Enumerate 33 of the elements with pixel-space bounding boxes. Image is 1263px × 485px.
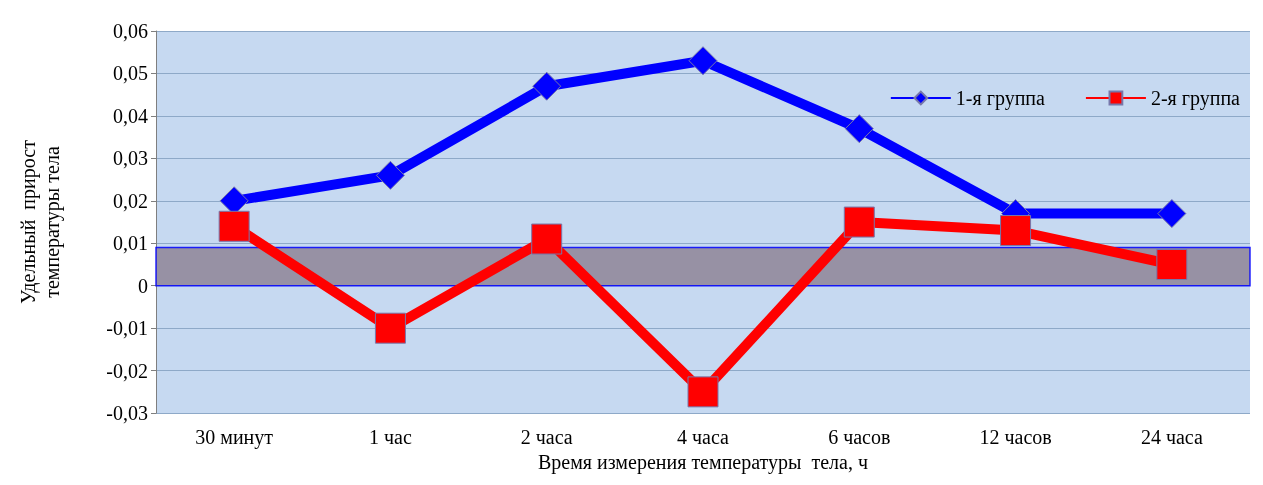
x-tick-label: 2 часа xyxy=(520,426,573,449)
y-axis-title: Удельный прирост температуры тела xyxy=(17,139,64,304)
point xyxy=(688,46,718,76)
point xyxy=(843,206,875,238)
x-axis-title: Время измерения температуры тела, ч xyxy=(537,451,869,474)
y-tick-label: 0,01 xyxy=(113,232,148,255)
y-tick-label: -0,02 xyxy=(106,359,148,382)
legend-label: 2-я группа xyxy=(1150,87,1241,110)
y-tick-label: 0,06 xyxy=(113,20,148,42)
point xyxy=(532,71,562,101)
x-tick-label: 30 минут xyxy=(195,426,274,450)
y-tick-label: 0 xyxy=(138,274,148,297)
point xyxy=(374,312,406,344)
y-tick-label: -0,01 xyxy=(106,317,148,340)
x-tick-label: 4 часа xyxy=(677,426,730,449)
x-tick-label: 1 час xyxy=(369,426,412,449)
legend-label: 1-я группа xyxy=(955,87,1046,110)
point xyxy=(687,376,719,408)
x-tick-label: 6 часов xyxy=(828,426,891,449)
y-tick-label: 0,04 xyxy=(113,104,148,127)
point xyxy=(375,160,405,190)
point xyxy=(1157,199,1187,229)
point xyxy=(1000,215,1032,247)
y-tick-label: -0,03 xyxy=(106,402,148,425)
y-tick-label: 0,05 xyxy=(113,62,148,85)
point xyxy=(531,223,563,255)
x-tick-label: 24 часа xyxy=(1140,426,1203,449)
x-tick-label: 12 часов xyxy=(979,426,1052,449)
point xyxy=(1156,249,1188,281)
point xyxy=(844,114,874,144)
y-tick-label: 0,03 xyxy=(113,147,148,170)
y-tick-label: 0,02 xyxy=(113,189,148,212)
point xyxy=(218,210,250,242)
